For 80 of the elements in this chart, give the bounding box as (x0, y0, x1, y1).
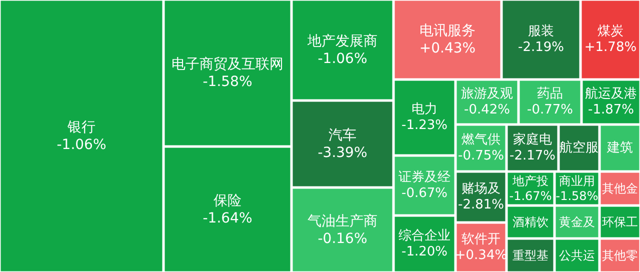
category-label: 航运及港 (585, 86, 637, 102)
category-label: 商业用 (559, 174, 595, 188)
cell: 气油生产商 -0.16% (291, 187, 394, 272)
category-label: 证券及经 (398, 170, 450, 185)
category-label: 软件开 (462, 232, 500, 247)
data-label: -0.75% (458, 148, 504, 164)
cell: 商业用 -1.58% (554, 171, 600, 206)
cell: 其他金 (599, 171, 640, 206)
data-label: -1.06% (318, 50, 368, 67)
cell: 软件开 +0.34% (454, 222, 508, 272)
data-label: -1.58% (556, 189, 598, 203)
data-label: +0.43% (419, 40, 476, 56)
category-label: 旅游及观 (461, 86, 513, 102)
data-label: -1.67% (509, 189, 552, 203)
data-label: -1.20% (402, 244, 448, 260)
category-label: 黄金及 (559, 215, 595, 229)
data-label: -2.17% (510, 148, 556, 164)
category-label: 酒精饮 (512, 215, 548, 229)
cell: 黄金及 (554, 205, 600, 239)
data-label: -0.42% (464, 102, 510, 118)
category-label: 保险 (214, 192, 242, 209)
cell: 电力 -1.23% (393, 79, 456, 156)
cell: 环保工 (599, 205, 640, 239)
category-label: 赌场及 (462, 181, 500, 196)
category-label: 汽车 (328, 127, 356, 144)
cell: 家庭电 -2.17% (506, 124, 559, 172)
category-label: 公共运 (559, 248, 595, 262)
data-label: -1.64% (202, 210, 252, 226)
data-label: -0.16% (318, 230, 368, 247)
cell: 证券及经 -0.67% (393, 155, 456, 216)
data-label: +1.78% (584, 40, 637, 56)
data-label: -0.77% (527, 102, 573, 118)
data-label: +0.34% (454, 248, 508, 264)
category-label: 建筑 (606, 140, 633, 156)
cell: 酒精饮 (506, 205, 555, 239)
category-label: 地产发展商 (306, 33, 378, 50)
category-label: 煤炭 (598, 24, 624, 39)
cell: 航空服 (558, 124, 600, 172)
cell: 服装 -2.19% (501, 0, 581, 80)
cell: 公共运 (554, 238, 600, 272)
cell: 地产发展商 -1.06% (291, 0, 394, 101)
category-label: 药品 (537, 86, 563, 102)
category-label: 环保工 (602, 215, 638, 229)
category-label: 重型基 (512, 248, 548, 262)
data-label: -1.06% (56, 136, 106, 153)
cell: 航运及港 -1.87% (581, 79, 640, 125)
data-label: -0.67% (402, 186, 448, 202)
cell: 其他零 (599, 238, 640, 272)
category-label: 航空服 (560, 140, 598, 156)
cell: 旅游及观 -0.42% (455, 79, 519, 125)
data-label: -1.87% (588, 102, 634, 118)
cell: 药品 -0.77% (518, 79, 582, 125)
cell: 电子商贸及互联网 -1.58% (163, 0, 292, 147)
cell: 煤炭 +1.78% (580, 0, 640, 80)
category-label: 电力 (412, 102, 438, 117)
data-label: -2.81% (458, 198, 504, 213)
category-label: 电子商贸及互联网 (172, 56, 284, 72)
category-label: 银行 (66, 119, 96, 136)
cell: 地产投 -1.67% (506, 171, 555, 206)
category-label: 电讯服务 (420, 22, 476, 39)
category-label: 地产投 (512, 174, 548, 188)
category-label: 家庭电 (513, 131, 552, 148)
data-label: -1.58% (202, 74, 252, 90)
category-label: 其他金 (602, 182, 638, 196)
cell: 赌场及 -2.81% (455, 171, 507, 223)
cell: 重型基 (506, 238, 555, 272)
data-label: -3.39% (318, 144, 368, 161)
category-label: 气油生产商 (308, 213, 378, 230)
cell: 建筑 (599, 124, 640, 172)
cell: 综合企业 -1.20% (393, 215, 456, 272)
data-label: -1.23% (402, 118, 448, 134)
category-label: 其他零 (602, 248, 638, 262)
cell: 保险 -1.64% (163, 146, 292, 272)
cell: 电讯服务 +0.43% (393, 0, 502, 80)
category-label: 综合企业 (398, 228, 450, 244)
cell: 燃气供 -0.75% (455, 124, 507, 172)
category-label: 燃气供 (462, 132, 500, 148)
data-label: -2.19% (518, 40, 564, 56)
cell: 汽车 -3.39% (291, 100, 394, 188)
category-label: 服装 (528, 24, 554, 39)
